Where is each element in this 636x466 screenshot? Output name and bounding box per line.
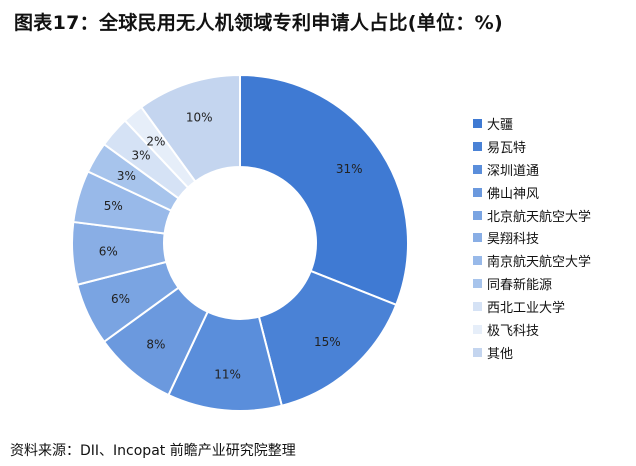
legend-label: 佛山神风 [487, 186, 540, 202]
donut-slice [257, 269, 398, 407]
legend-swatch [473, 324, 482, 334]
legend-item: 其他 [473, 341, 633, 364]
legend-label: 西北工业大学 [487, 301, 566, 317]
legend-swatch [473, 164, 482, 174]
legend-item: 同春新能源 [473, 272, 633, 295]
legend-swatch [473, 187, 482, 197]
slice-data-label: 15% [314, 335, 341, 349]
legend-label: 其他 [487, 346, 514, 362]
legend-swatch [473, 233, 482, 243]
donut-slice [139, 73, 241, 183]
slice-data-label: 11% [214, 367, 241, 381]
legend-label: 昊翔科技 [487, 232, 540, 248]
slice-data-label: 10% [186, 110, 213, 124]
legend-item: 大疆 [473, 112, 633, 135]
legend-item: 南京航天航空大学 [473, 249, 633, 272]
source-note: 资料来源：DII、Incopat 前瞻产业研究院整理 [10, 443, 296, 459]
slice-data-label: 8% [146, 338, 165, 352]
legend-swatch [473, 302, 482, 312]
legend-swatch [473, 347, 482, 357]
legend-swatch [473, 118, 482, 128]
chart-title: 图表17：全球民用无人机领域专利申请人占比(单位：%) [14, 12, 503, 34]
legend-swatch [473, 141, 482, 151]
legend-label: 大疆 [487, 117, 514, 133]
legend-swatch [473, 256, 482, 266]
slice-data-label: 3% [117, 169, 136, 183]
legend-item: 北京航天航空大学 [473, 204, 633, 227]
legend-label: 南京航天航空大学 [487, 255, 592, 271]
legend-item: 昊翔科技 [473, 226, 633, 249]
legend-item: 西北工业大学 [473, 295, 633, 318]
slice-data-label: 2% [146, 134, 165, 148]
legend-item: 极飞科技 [473, 318, 633, 341]
legend-item: 深圳道通 [473, 158, 633, 181]
legend-label: 同春新能源 [487, 278, 553, 294]
chart-legend: 大疆易瓦特深圳道通佛山神风北京航天航空大学 昊翔科技南京航天航空大学 同春新能源西北… [473, 112, 633, 364]
slice-data-label: 6% [99, 244, 118, 258]
legend-label: 北京航天航空大学 [487, 209, 592, 225]
slice-data-label: 31% [336, 162, 363, 176]
slice-data-label: 3% [131, 149, 150, 163]
slice-data-label: 5% [104, 199, 123, 213]
legend-item: 易瓦特 [473, 135, 633, 158]
legend-label: 易瓦特 [487, 140, 527, 156]
legend-label: 深圳道通 [487, 163, 540, 179]
legend-swatch [473, 279, 482, 289]
legend-swatch [473, 210, 482, 220]
legend-label: 极飞科技 [487, 323, 540, 339]
legend-item: 佛山神风 [473, 181, 633, 204]
donut-slice [239, 73, 409, 307]
slice-data-label: 6% [111, 292, 130, 306]
